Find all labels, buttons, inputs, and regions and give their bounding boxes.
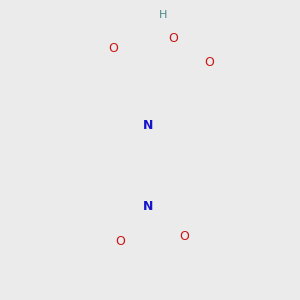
Text: O: O xyxy=(179,230,189,243)
Text: O: O xyxy=(204,56,214,69)
Text: O: O xyxy=(168,32,178,45)
Text: O: O xyxy=(108,42,118,55)
Text: H: H xyxy=(159,10,167,20)
Text: N: N xyxy=(143,200,153,213)
Text: O: O xyxy=(115,235,125,248)
Text: N: N xyxy=(143,118,153,132)
